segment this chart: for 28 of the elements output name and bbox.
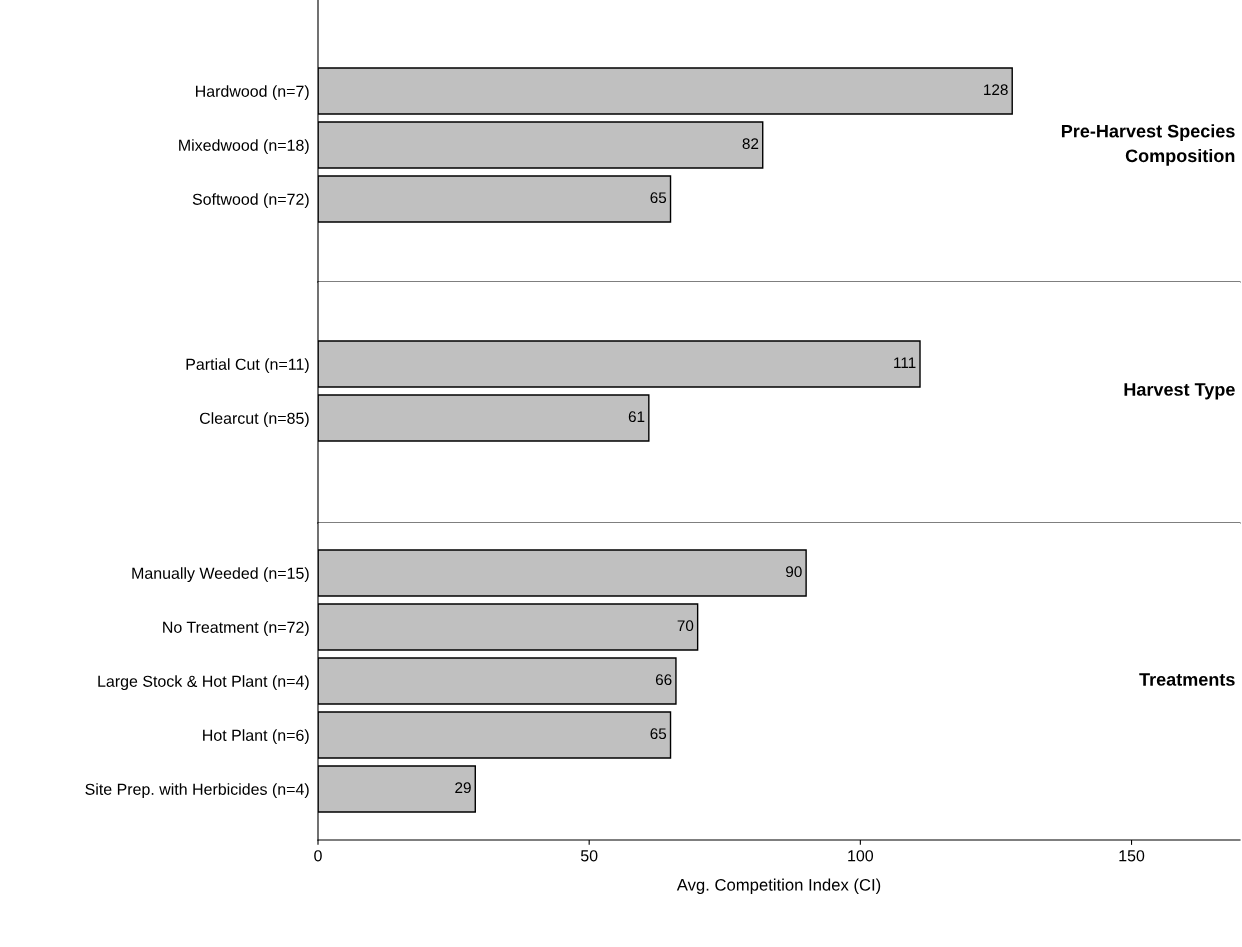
y-tick-label: Site Prep. with Herbicides (n=4) <box>85 783 309 799</box>
annotation: Treatments <box>1139 673 1235 686</box>
data-label: 66 <box>655 674 672 686</box>
y-tick-label: Softwood (n=72) <box>192 193 309 209</box>
y-tick-label: Manually Weeded (n=15) <box>132 567 309 583</box>
y-tick-label: Mixedwood (n=18) <box>179 139 309 155</box>
data-label: 90 <box>786 566 802 578</box>
x-tick-label: 150 <box>1119 850 1145 862</box>
x-axis-title: Avg. Competition Index (CI) <box>676 878 881 895</box>
data-label: 29 <box>455 782 471 794</box>
data-label: 65 <box>650 192 667 204</box>
y-tick-label: Large Stock & Hot Plant (n=4) <box>98 675 309 691</box>
y-tick-label: Hot Plant (n=6) <box>203 729 309 745</box>
x-tick-label: 50 <box>580 850 598 862</box>
y-tick-label: No Treatment (n=72) <box>163 621 309 637</box>
data-label: 61 <box>628 411 645 423</box>
x-tick-label: 0 <box>314 850 322 862</box>
x-tick-label: 100 <box>848 850 874 862</box>
data-label: 70 <box>677 620 694 632</box>
text: Pre-Harvest Species Composition <box>1061 124 1235 166</box>
text: Harvest Type <box>1124 383 1235 400</box>
data-label: 128 <box>984 84 1008 96</box>
y-tick-label: Clearcut (n=85) <box>199 412 309 428</box>
data-label: 82 <box>742 138 759 150</box>
data-label: 111 <box>894 357 916 368</box>
data-label: 65 <box>650 728 667 740</box>
y-tick-label: Partial Cut (n=11) <box>186 358 309 374</box>
y-tick-label: Hardwood (n=7) <box>196 85 309 101</box>
